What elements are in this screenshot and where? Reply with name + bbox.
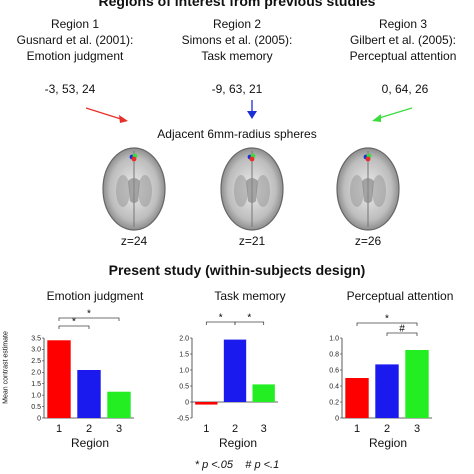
chart-1-title: Emotion judgment bbox=[46, 289, 144, 303]
legend-trend-symbol: # bbox=[245, 459, 252, 471]
chart-3-bracket-2 bbox=[386, 332, 418, 336]
chart-1-bar-2 bbox=[77, 370, 101, 418]
chart-2-xtick-label: 2 bbox=[232, 423, 238, 435]
legend-sig-text: p <.05 bbox=[202, 459, 234, 471]
region-3-task: Perceptual attention bbox=[349, 49, 457, 63]
legend-trend-text: p <.1 bbox=[254, 459, 280, 471]
region-1-name: Region 1 bbox=[50, 17, 100, 31]
region-3-info: Region 3 Gilbert et al. (2005): Perceptu… bbox=[328, 16, 474, 64]
chart-2-bar-1 bbox=[195, 402, 218, 405]
sphere-red bbox=[131, 156, 137, 162]
chart-3-title: Perceptual attention bbox=[346, 289, 454, 303]
region-3-citation: Gilbert et al. (2005): bbox=[349, 33, 457, 47]
chart-2-ytick-label: 0.5 bbox=[179, 383, 189, 390]
chart-2-bracket-symbol-2: * bbox=[247, 313, 251, 324]
arrow-region-3 bbox=[372, 107, 413, 122]
chart-3-bracket-1 bbox=[356, 322, 418, 326]
chart-2-ytick-label: 1.0 bbox=[179, 367, 189, 374]
chart-1-ytick-label: 0 bbox=[37, 415, 41, 422]
chart-3-ytick-label: 0.8 bbox=[329, 351, 339, 358]
slice-label-2: z=21 bbox=[238, 234, 266, 248]
chart-2-ytick-label: 0 bbox=[185, 399, 189, 406]
chart-1-bar-3 bbox=[107, 391, 131, 418]
region-2-name: Region 2 bbox=[212, 17, 262, 31]
spheres-label: Adjacent 6mm-radius spheres bbox=[157, 127, 317, 141]
region-2-task: Task memory bbox=[201, 49, 273, 63]
chart-3-bar-3 bbox=[405, 350, 429, 418]
chart-3-ytick-label: 0 bbox=[335, 415, 339, 422]
sphere-red bbox=[365, 156, 371, 162]
chart-1-xlabel: Region bbox=[70, 436, 110, 450]
region-2-coords: -9, 63, 21 bbox=[211, 82, 263, 96]
region-1-citation: Gusnard et al. (2001): bbox=[16, 33, 134, 47]
chart-3-bar-1 bbox=[345, 378, 369, 418]
brain-slices bbox=[102, 147, 400, 231]
chart-3-xtick-label: 3 bbox=[414, 423, 420, 435]
study-heading: Present study (within-subjects design) bbox=[108, 262, 366, 278]
chart-1-xtick-label: 2 bbox=[86, 423, 92, 435]
region-3-name: Region 3 bbox=[378, 17, 428, 31]
chart-3-ytick-label: 0.4 bbox=[329, 383, 339, 390]
chart-2-bar-2 bbox=[223, 339, 247, 402]
chart-1-bracket-symbol-1: * bbox=[72, 317, 76, 328]
chart-2-bar-3 bbox=[252, 384, 275, 402]
chart-2-ytick-label: 1.5 bbox=[179, 351, 189, 358]
chart-2-xtick-label: 3 bbox=[261, 423, 267, 435]
chart-3-ytick-label: 1.0 bbox=[329, 335, 339, 342]
region-2-citation: Simons et al. (2005): bbox=[181, 33, 293, 47]
figure-heading: Regions of interest from previous studie… bbox=[98, 0, 376, 9]
sphere-red bbox=[249, 156, 255, 162]
chart-1-ytick-label: 1.0 bbox=[31, 392, 41, 399]
chart-2-xtick-label: 1 bbox=[203, 423, 209, 435]
brain-slice-3 bbox=[336, 147, 400, 231]
arrows-layer bbox=[85, 100, 413, 123]
charts-svg: 0 0.5 1.0 1.5 2.0 2.5 3.0 3.5 1 2 3 * * -0.5 0 0.5 1.0 1.… bbox=[31, 309, 432, 435]
chart-2-title: Task memory bbox=[214, 289, 286, 303]
region-2-info: Region 2 Simons et al. (2005): Task memo… bbox=[162, 16, 312, 64]
slice-label-3: z=26 bbox=[354, 234, 382, 248]
chart-1-ytick-label: 3.0 bbox=[31, 347, 41, 354]
chart-1-ytick-label: 0.5 bbox=[31, 404, 41, 411]
chart-1-bar-1 bbox=[47, 340, 71, 418]
chart-2-ytick-label: -0.5 bbox=[177, 415, 189, 422]
brain-slice-2 bbox=[220, 147, 284, 231]
chart-3-ytick-label: 0.2 bbox=[329, 399, 339, 406]
slice-label-1: z=24 bbox=[120, 234, 148, 248]
chart-1-ytick-label: 2.0 bbox=[31, 370, 41, 377]
arrow-region-2 bbox=[247, 100, 257, 119]
region-3-coords: 0, 64, 26 bbox=[381, 82, 429, 96]
significance-legend: * p <.05 # p <.1 bbox=[0, 459, 474, 471]
chart-3-bar-2 bbox=[375, 364, 399, 418]
region-1-task: Emotion judgment bbox=[26, 49, 124, 63]
chart-2-xlabel: Region bbox=[218, 436, 258, 450]
chart-3-xtick-label: 2 bbox=[384, 423, 390, 435]
arrow-region-1 bbox=[85, 107, 128, 123]
chart-1-ytick-label: 2.5 bbox=[31, 358, 41, 365]
chart-3-ytick-label: 0.6 bbox=[329, 367, 339, 374]
chart-1-bracket-2 bbox=[58, 317, 120, 321]
chart-2-bracket-symbol-1: * bbox=[219, 313, 223, 324]
chart-1-bracket-1 bbox=[58, 325, 90, 329]
chart-3-bracket-symbol-1: * bbox=[385, 314, 389, 325]
chart-1-ytick-label: 3.5 bbox=[31, 335, 41, 342]
chart-2-ytick-label: 2.0 bbox=[179, 335, 189, 342]
chart-1-xtick-label: 1 bbox=[56, 423, 62, 435]
chart-1-ytick-label: 1.5 bbox=[31, 381, 41, 388]
chart-1-bracket-symbol-2: * bbox=[87, 309, 91, 320]
region-1-coords: -3, 53, 24 bbox=[44, 82, 96, 96]
chart-3-xlabel: Region bbox=[368, 436, 408, 450]
legend-sig-symbol: * bbox=[194, 459, 200, 471]
chart-1-xtick-label: 3 bbox=[116, 423, 122, 435]
chart-3-bracket-symbol-2: # bbox=[399, 324, 405, 335]
chart-3-xtick-label: 1 bbox=[354, 423, 360, 435]
region-1-info: Region 1 Gusnard et al. (2001): Emotion … bbox=[0, 16, 150, 64]
chart-2-bracket-2 bbox=[234, 321, 265, 325]
brain-slice-1 bbox=[102, 147, 166, 231]
